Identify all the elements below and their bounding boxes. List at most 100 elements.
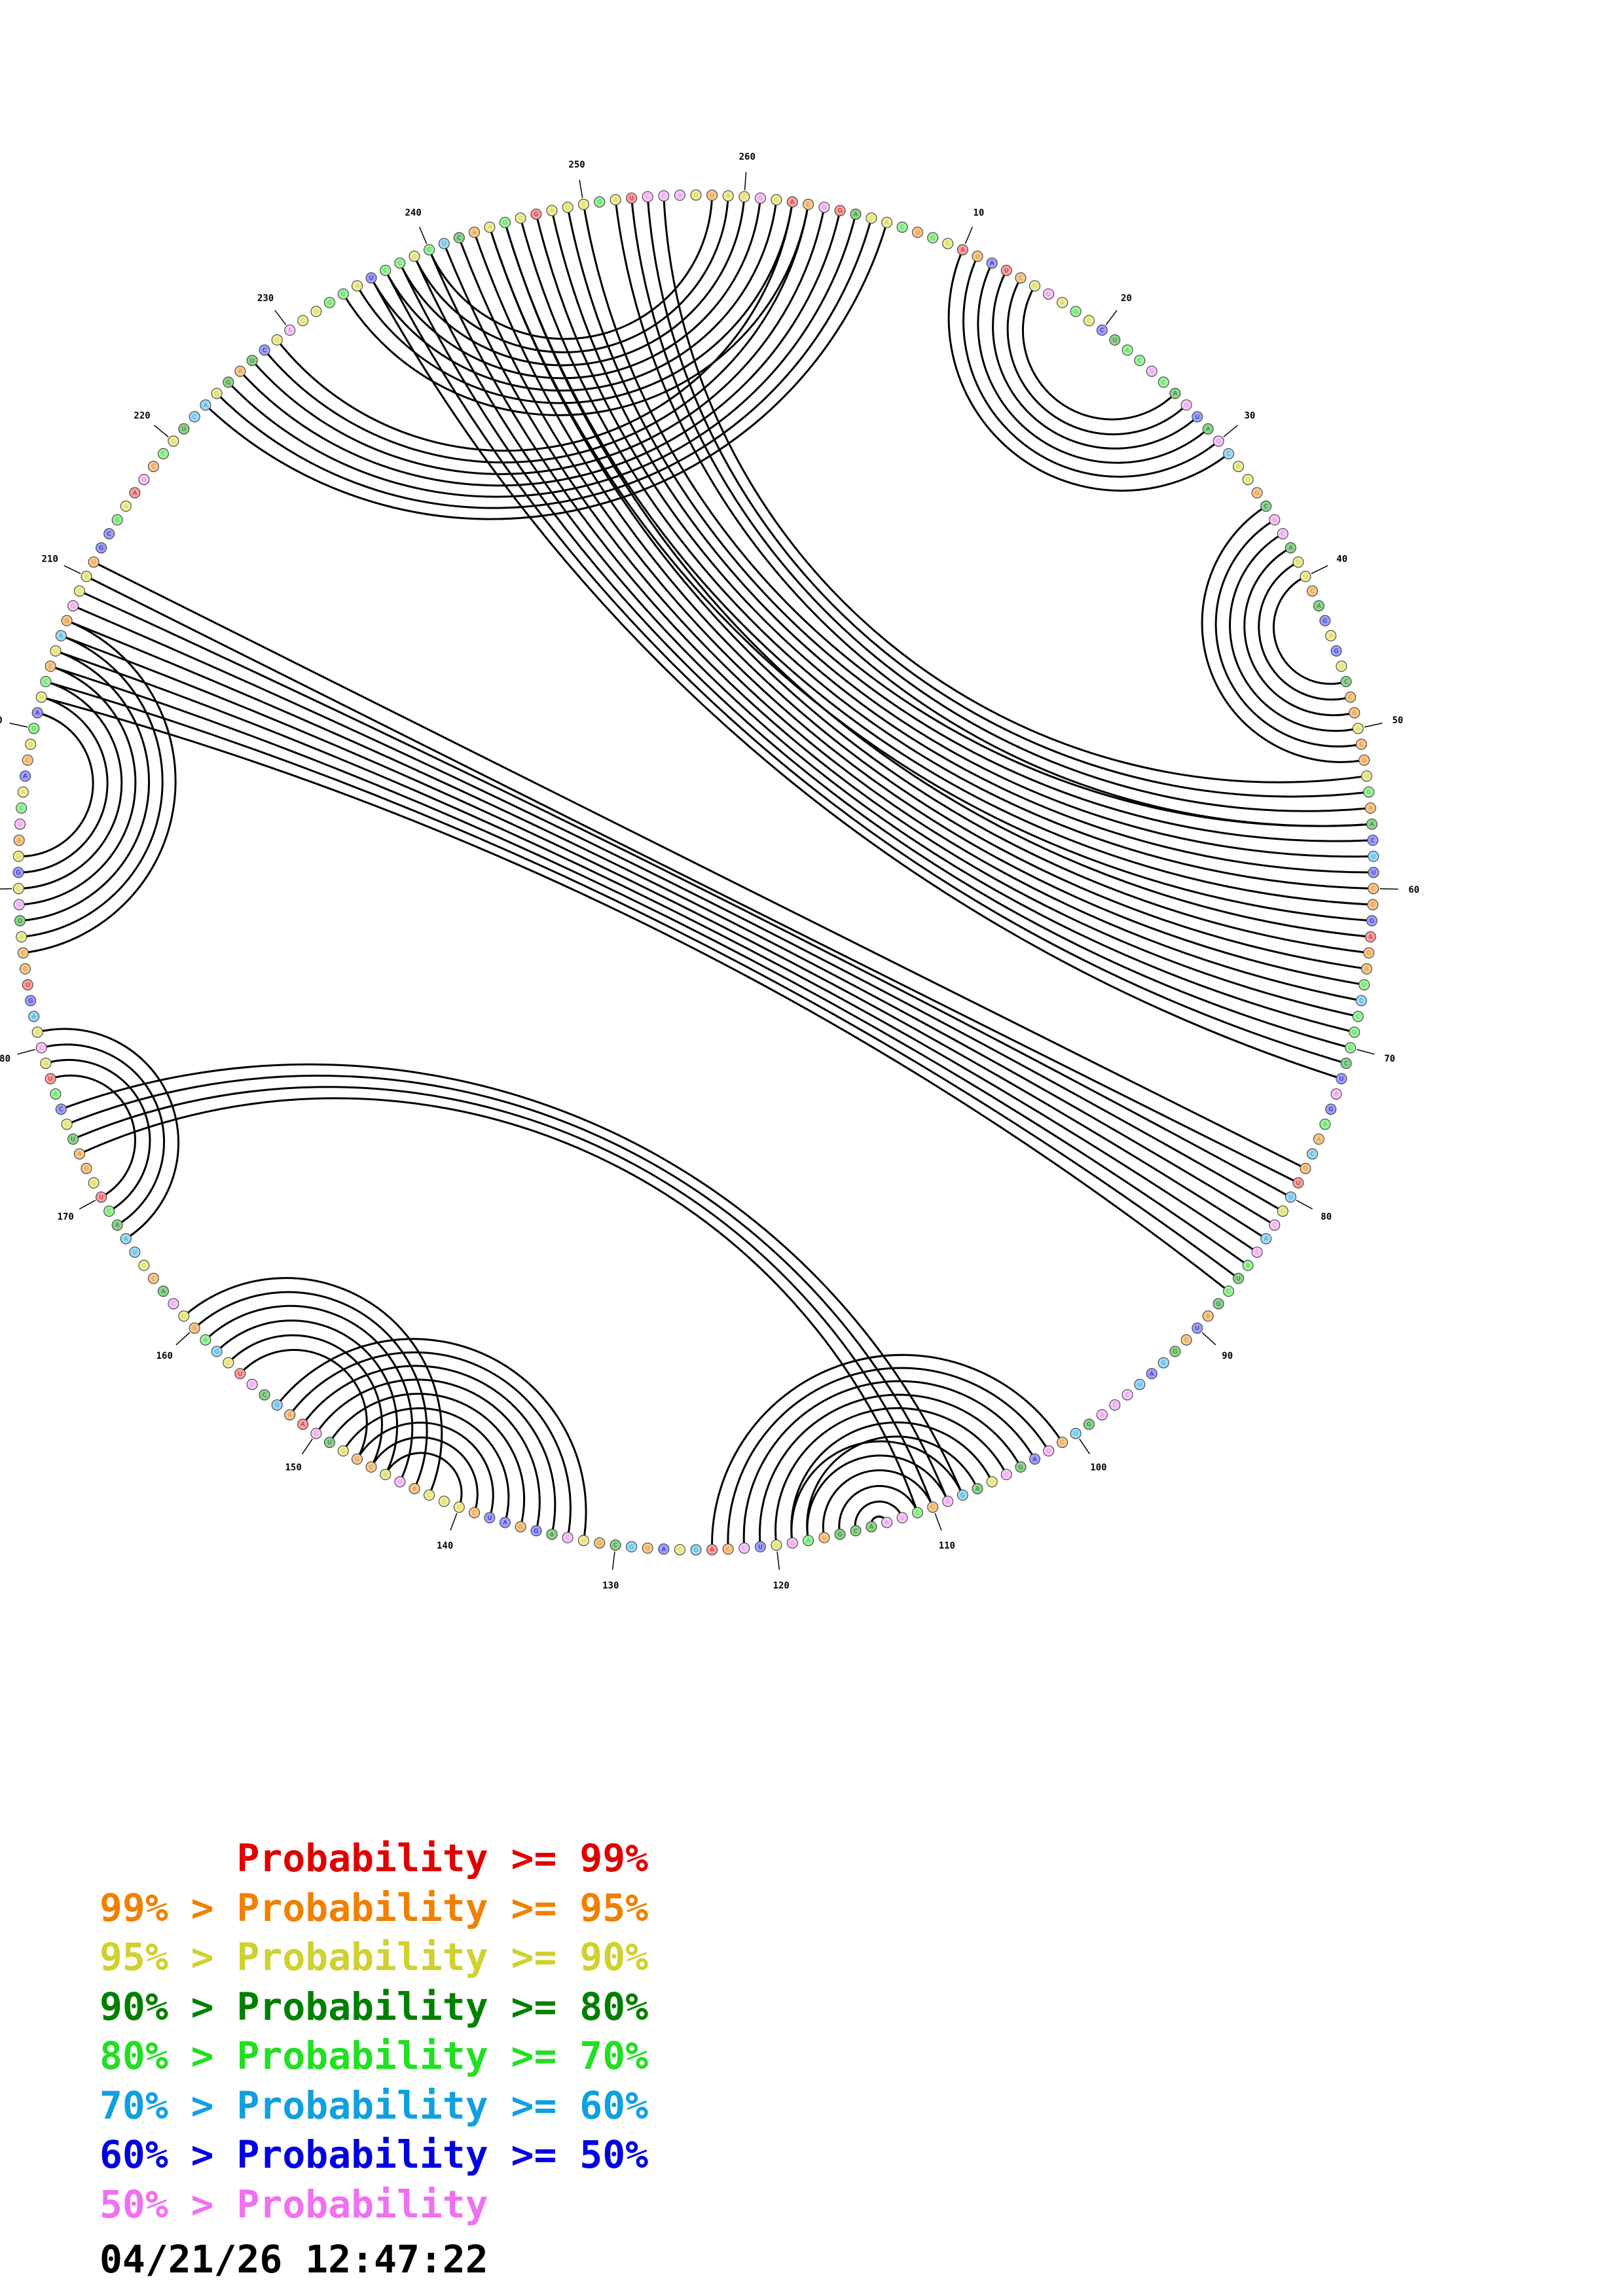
- nucleotide: C: [1260, 500, 1272, 512]
- nucleotide: U: [1359, 979, 1370, 991]
- svg-text:C: C: [314, 1431, 318, 1437]
- svg-text:A: A: [32, 1014, 37, 1020]
- tick-label: 10: [973, 208, 984, 219]
- nucleotide: C: [1340, 675, 1352, 687]
- svg-text:C: C: [1359, 742, 1363, 748]
- tick-label: 250: [568, 160, 585, 170]
- nucleotide: C: [927, 1501, 939, 1513]
- legend-entry: 50% > Probability: [100, 2181, 488, 2227]
- nucleotide: C: [61, 1119, 73, 1130]
- nucleotide: C: [1109, 1399, 1121, 1411]
- svg-text:U: U: [369, 276, 374, 282]
- nucleotide: G: [626, 1541, 638, 1552]
- nucleotide: C: [1367, 834, 1379, 846]
- nucleotide: U: [138, 474, 150, 486]
- nucleotide: A: [352, 280, 363, 292]
- nucleotide: G: [1330, 645, 1342, 656]
- nucleotide: G: [31, 1026, 43, 1038]
- svg-text:G: G: [1216, 1301, 1221, 1308]
- nucleotide: A: [469, 226, 480, 238]
- svg-text:G: G: [65, 618, 69, 624]
- nucleotide: C: [157, 448, 169, 459]
- nucleotide: C: [896, 221, 908, 233]
- base-pair-arc: [342, 1407, 510, 1523]
- svg-text:C: C: [1310, 588, 1314, 595]
- nucleotide: G: [1363, 786, 1375, 798]
- base-pair-arcs: [18, 195, 1374, 1550]
- tick-label: 20: [1121, 293, 1132, 304]
- nucleotide: U: [771, 1539, 782, 1551]
- svg-text:C: C: [678, 1547, 682, 1554]
- svg-text:C: C: [1281, 531, 1285, 538]
- nucleotide: C: [469, 1507, 480, 1518]
- base-pair-arc: [66, 1075, 949, 1502]
- nucleotide: G: [771, 194, 782, 206]
- base-pair-arc: [86, 575, 1299, 1184]
- base-pair-arc: [630, 198, 1371, 812]
- svg-text:U: U: [457, 1505, 462, 1511]
- svg-text:U: U: [629, 196, 634, 202]
- svg-text:G: G: [822, 205, 826, 211]
- nucleotide: G: [1180, 399, 1192, 411]
- tick-mark: [1311, 565, 1328, 575]
- base-pair-arc: [551, 210, 1374, 858]
- svg-text:A: A: [854, 211, 858, 218]
- svg-text:A: A: [1317, 603, 1321, 610]
- nucleotide: U: [706, 189, 718, 201]
- svg-text:A: A: [1288, 545, 1293, 552]
- nucleotide: C: [1355, 995, 1367, 1007]
- svg-text:G: G: [171, 439, 175, 445]
- svg-text:A: A: [1206, 426, 1211, 433]
- base-pair-arc: [204, 222, 888, 520]
- nucleotide: A: [1202, 1310, 1214, 1322]
- base-pair-arc: [399, 262, 1351, 1049]
- nucleotide: G: [189, 1322, 200, 1334]
- nucleotide: C: [610, 1539, 621, 1551]
- nucleotide: A: [200, 1334, 211, 1346]
- nucleotide: G: [25, 738, 37, 750]
- nucleotide: C: [1223, 448, 1235, 459]
- svg-text:C: C: [1100, 327, 1104, 334]
- svg-text:A: A: [1100, 1412, 1104, 1419]
- tick-mark: [1364, 723, 1383, 728]
- nucleotide: C: [453, 232, 465, 243]
- svg-text:G: G: [16, 853, 21, 860]
- nucleotide: G: [594, 1537, 606, 1549]
- svg-text:G: G: [1255, 490, 1260, 497]
- nucleotide: C: [1251, 1246, 1263, 1258]
- svg-text:G: G: [16, 870, 21, 876]
- tick-mark: [964, 226, 974, 244]
- svg-text:G: G: [1046, 291, 1051, 298]
- svg-text:U: U: [99, 1194, 103, 1201]
- nucleotide: C: [1083, 315, 1095, 327]
- nucleotide: U: [438, 238, 450, 249]
- nucleotide: C: [739, 191, 750, 203]
- nucleotide: A: [674, 189, 685, 201]
- svg-text:C: C: [1125, 1392, 1129, 1399]
- svg-text:A: A: [1323, 1122, 1328, 1128]
- nucleotide: G: [754, 192, 766, 204]
- svg-text:C: C: [1356, 1014, 1360, 1020]
- base-pair-arc: [663, 196, 1367, 783]
- base-pair-arc: [384, 1452, 463, 1508]
- nucleotide: G: [12, 867, 24, 878]
- nucleotide: A: [284, 324, 296, 336]
- svg-text:G: G: [838, 1532, 843, 1538]
- svg-text:C: C: [227, 1360, 230, 1367]
- svg-text:G: G: [534, 1528, 539, 1535]
- nucleotide: C: [1269, 1219, 1281, 1231]
- nucleotide: U: [1000, 264, 1012, 276]
- nucleotide: G: [1300, 1162, 1311, 1174]
- svg-text:C: C: [1273, 1223, 1277, 1229]
- nucleotide: G: [1029, 280, 1040, 292]
- nucleotide: U: [972, 251, 983, 262]
- nucleotide: U: [912, 226, 923, 238]
- tick-mark: [1357, 1049, 1375, 1055]
- svg-text:U: U: [182, 426, 187, 433]
- svg-text:A: A: [1370, 821, 1374, 828]
- tick-label: 30: [1244, 411, 1255, 422]
- base-pair-arc: [356, 202, 793, 404]
- nucleotide: G: [786, 1537, 798, 1549]
- svg-text:A: A: [869, 1524, 874, 1531]
- nucleotide: A: [1233, 461, 1245, 473]
